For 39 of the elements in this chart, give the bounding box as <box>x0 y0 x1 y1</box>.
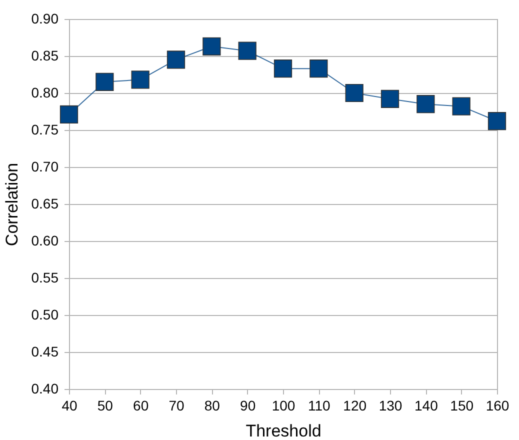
x-tick-label: 60 <box>133 398 149 414</box>
x-tick-label: 90 <box>240 398 256 414</box>
point <box>166 50 186 69</box>
y-tick-label: 0.65 <box>31 196 59 212</box>
y-tick-label: 0.45 <box>31 344 59 360</box>
x-tick-label: 50 <box>97 398 114 414</box>
x-tick-label: 140 <box>414 398 438 414</box>
y-tick-label: 0.55 <box>31 270 59 286</box>
point <box>452 97 470 116</box>
y-axis-title: Correlation <box>2 162 22 246</box>
point <box>345 84 364 102</box>
x-tick-label: 130 <box>378 398 402 414</box>
y-tick-label: 0.85 <box>31 48 59 64</box>
point <box>238 42 256 60</box>
y-tick-label: 0.90 <box>31 10 59 26</box>
point <box>274 60 292 78</box>
point <box>96 72 114 91</box>
point <box>310 60 328 78</box>
x-tick-label: 70 <box>168 398 184 414</box>
y-tick-label: 0.80 <box>31 84 59 100</box>
x-axis-title: Threshold <box>246 422 322 440</box>
point <box>416 95 435 114</box>
y-tick-label: 0.75 <box>31 122 59 138</box>
x-tick-label: 80 <box>204 398 220 414</box>
point <box>488 112 506 130</box>
y-tick-label: 0.50 <box>31 306 59 322</box>
x-tick-label: 40 <box>62 398 78 414</box>
point <box>202 37 221 56</box>
x-tick-label: 110 <box>308 398 331 414</box>
x-tick-label: 150 <box>450 398 474 414</box>
y-tick-label: 0.60 <box>31 232 59 248</box>
y-tick-label: 0.70 <box>31 158 59 174</box>
x-tick-label: 160 <box>486 398 510 414</box>
x-tick-label: 120 <box>343 398 367 414</box>
point <box>380 90 400 108</box>
x-tick-label: 100 <box>272 398 296 414</box>
point <box>60 105 78 124</box>
y-tick-label: 0.40 <box>31 380 59 396</box>
point <box>131 70 150 89</box>
